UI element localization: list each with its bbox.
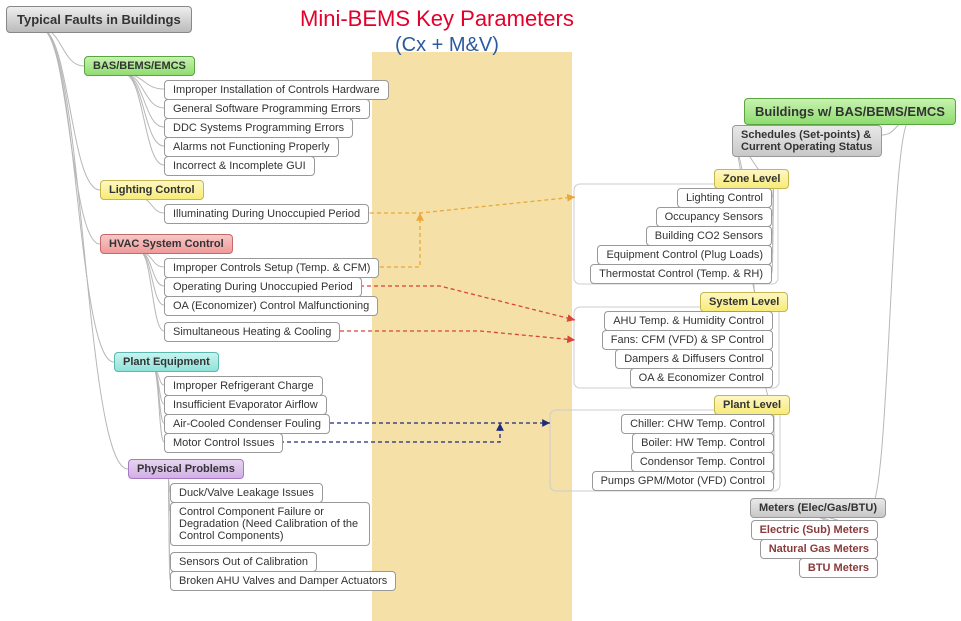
node-plant-level: Plant Level: [714, 395, 790, 415]
node-root-left: Typical Faults in Buildings: [6, 6, 192, 33]
node-zone-level: Zone Level: [714, 169, 789, 189]
node-sys-2: Fans: CFM (VFD) & SP Control: [602, 330, 773, 350]
node-pl-2: Boiler: HW Temp. Control: [632, 433, 774, 453]
node-plant-4: Motor Control Issues: [164, 433, 283, 453]
node-hvac-2: Operating During Unoccupied Period: [164, 277, 362, 297]
node-m-1: Electric (Sub) Meters: [751, 520, 878, 540]
node-zone-1: Lighting Control: [677, 188, 772, 208]
node-schedules: Schedules (Set-points) & Current Operati…: [732, 125, 882, 157]
node-sys-3: Dampers & Diffusers Control: [615, 349, 773, 369]
node-phys-2: Control Component Failure or Degradation…: [170, 502, 370, 546]
title-sub: (Cx + M&V): [395, 34, 499, 57]
node-pl-1: Chiller: CHW Temp. Control: [621, 414, 774, 434]
node-zone-2: Occupancy Sensors: [656, 207, 772, 227]
node-bas-1: Improper Installation of Controls Hardwa…: [164, 80, 389, 100]
node-bas-2: General Software Programming Errors: [164, 99, 370, 119]
node-hvac-4: Simultaneous Heating & Cooling: [164, 322, 340, 342]
node-system-level: System Level: [700, 292, 788, 312]
node-bas-5: Incorrect & Incomplete GUI: [164, 156, 315, 176]
title-main: Mini-BEMS Key Parameters: [300, 6, 574, 32]
node-m-3: BTU Meters: [799, 558, 878, 578]
highlight-band: [372, 52, 572, 621]
node-m-2: Natural Gas Meters: [760, 539, 878, 559]
node-pl-4: Pumps GPM/Motor (VFD) Control: [592, 471, 774, 491]
node-sys-1: AHU Temp. & Humidity Control: [604, 311, 773, 331]
node-plant: Plant Equipment: [114, 352, 219, 372]
node-pl-3: Condensor Temp. Control: [631, 452, 774, 472]
node-meters: Meters (Elec/Gas/BTU): [750, 498, 886, 518]
node-bas-bems: BAS/BEMS/EMCS: [84, 56, 195, 76]
node-zone-4: Equipment Control (Plug Loads): [597, 245, 772, 265]
node-light-1: Illuminating During Unoccupied Period: [164, 204, 369, 224]
node-hvac: HVAC System Control: [100, 234, 233, 254]
node-hvac-1: Improper Controls Setup (Temp. & CFM): [164, 258, 379, 278]
node-plant-1: Improper Refrigerant Charge: [164, 376, 323, 396]
node-plant-3: Air-Cooled Condenser Fouling: [164, 414, 330, 434]
node-phys-4: Broken AHU Valves and Damper Actuators: [170, 571, 396, 591]
node-phys-3: Sensors Out of Calibration: [170, 552, 317, 572]
node-phys-1: Duck/Valve Leakage Issues: [170, 483, 323, 503]
node-lighting: Lighting Control: [100, 180, 204, 200]
node-bas-4: Alarms not Functioning Properly: [164, 137, 339, 157]
node-root-right: Buildings w/ BAS/BEMS/EMCS: [744, 98, 956, 125]
node-plant-2: Insufficient Evaporator Airflow: [164, 395, 327, 415]
node-hvac-3: OA (Economizer) Control Malfunctioning: [164, 296, 378, 316]
node-sys-4: OA & Economizer Control: [630, 368, 773, 388]
node-physical: Physical Problems: [128, 459, 244, 479]
node-zone-3: Building CO2 Sensors: [646, 226, 772, 246]
node-zone-5: Thermostat Control (Temp. & RH): [590, 264, 772, 284]
node-bas-3: DDC Systems Programming Errors: [164, 118, 353, 138]
